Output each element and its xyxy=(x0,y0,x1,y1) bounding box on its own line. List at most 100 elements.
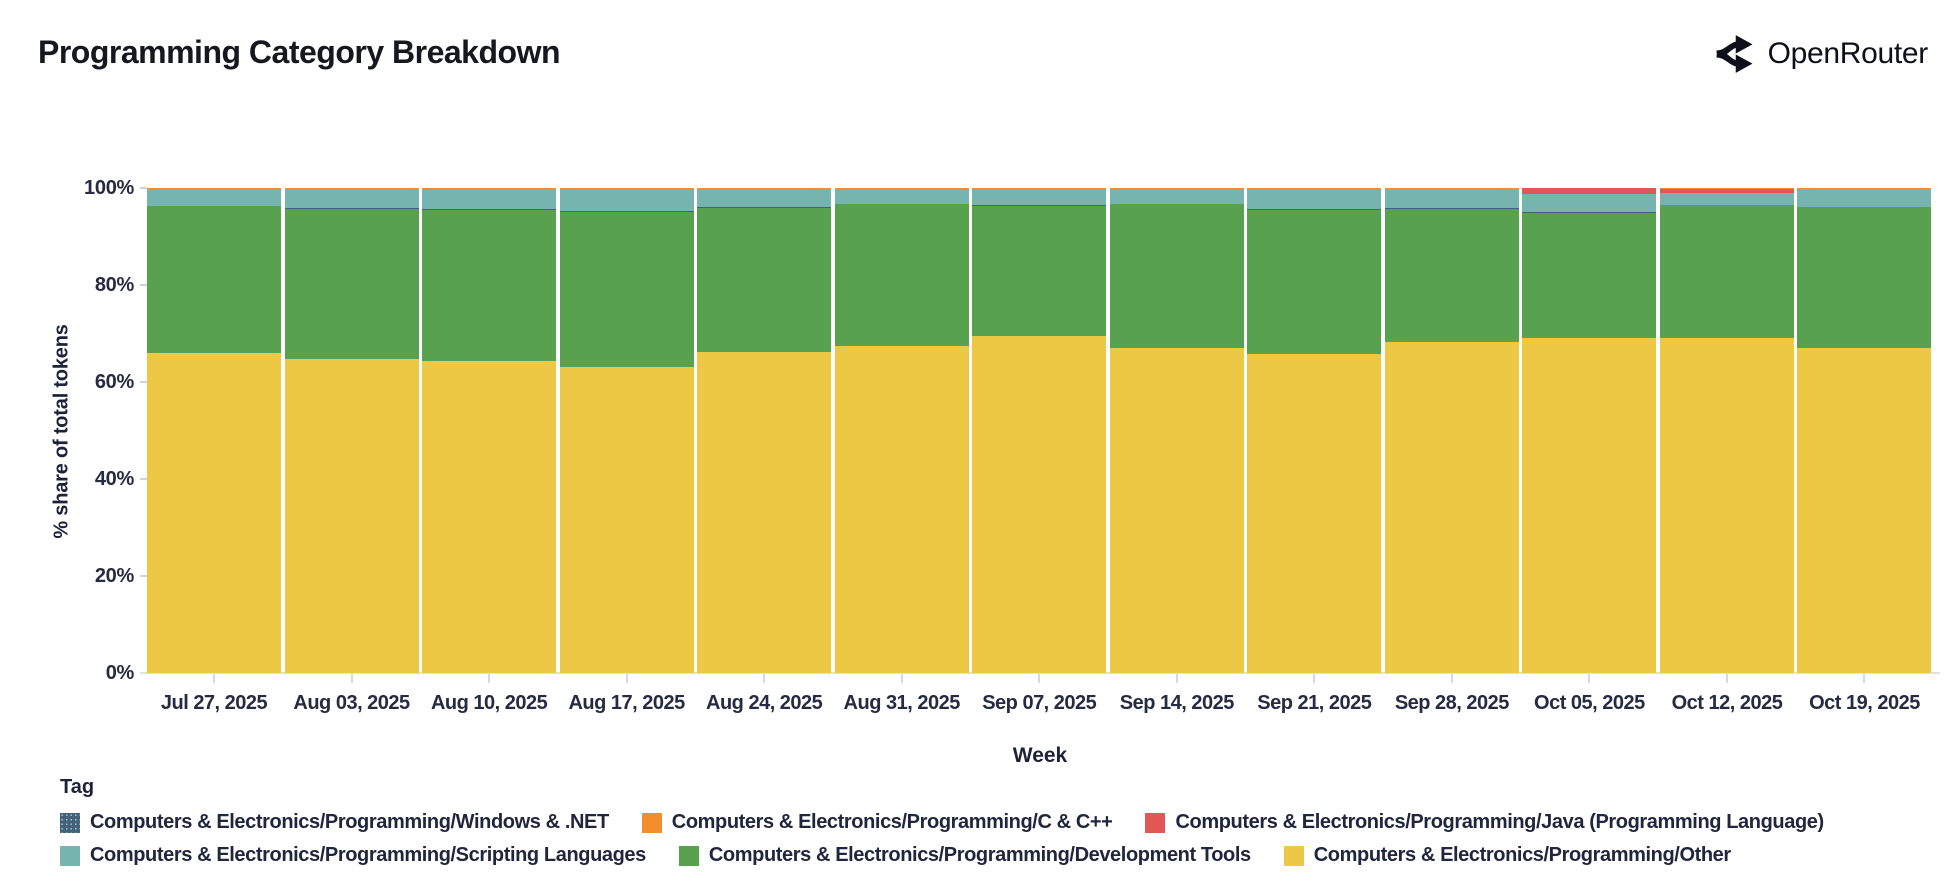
stacked-bar-sep-14-2025[interactable] xyxy=(1109,188,1244,673)
bar-segment[interactable] xyxy=(972,336,1107,673)
bar-segment[interactable] xyxy=(147,189,282,206)
y-tick-label: 100% xyxy=(84,177,134,199)
bar-segment[interactable] xyxy=(1247,188,1382,190)
bar-segment[interactable] xyxy=(147,206,282,353)
legend-swatch-icon xyxy=(60,812,80,833)
x-tick-label: Oct 19, 2025 xyxy=(1809,692,1920,714)
bar-segment[interactable] xyxy=(284,189,419,209)
bar-segment[interactable] xyxy=(1109,204,1244,348)
bar-segment[interactable] xyxy=(834,204,969,346)
bar-segment[interactable] xyxy=(1659,338,1794,673)
bar-segment[interactable] xyxy=(422,209,557,362)
bar-segment[interactable] xyxy=(284,208,419,359)
legend-item[interactable]: Computers & Electronics/Programming/Othe… xyxy=(1283,844,1731,867)
stacked-bar-aug-17-2025[interactable] xyxy=(559,188,694,673)
bar-segment[interactable] xyxy=(1109,189,1244,204)
x-tick-mark xyxy=(1038,674,1041,683)
bar-segment[interactable] xyxy=(697,188,832,190)
stacked-bar-oct-05-2025[interactable] xyxy=(1522,188,1657,673)
x-tick-mark xyxy=(350,674,353,683)
x-axis-line xyxy=(140,672,1940,674)
y-axis-title: % share of total tokens xyxy=(50,324,73,539)
bar-segment[interactable] xyxy=(1659,205,1794,339)
bar-segment[interactable] xyxy=(422,361,557,673)
y-tick-mark xyxy=(140,478,147,480)
stacked-bar-oct-12-2025[interactable] xyxy=(1659,188,1794,673)
bar-segment[interactable] xyxy=(1109,347,1244,673)
bar-segment[interactable] xyxy=(1247,189,1382,210)
y-tick-mark xyxy=(140,381,147,383)
x-tick-mark xyxy=(1588,674,1591,683)
legend-item[interactable]: Computers & Electronics/Programming/Java… xyxy=(1145,811,1824,834)
x-tick-mark xyxy=(1313,674,1316,683)
bar-segment[interactable] xyxy=(1659,188,1794,193)
bar-segment[interactable] xyxy=(1797,189,1932,207)
bar-segment[interactable] xyxy=(559,189,694,212)
bar-segment[interactable] xyxy=(1247,209,1382,355)
bar-segment[interactable] xyxy=(1384,208,1519,343)
bar-segment[interactable] xyxy=(972,205,1107,337)
legend-swatch-icon xyxy=(678,845,699,866)
legend-item[interactable]: Computers & Electronics/Programming/Wind… xyxy=(60,811,609,834)
bar-segment[interactable] xyxy=(284,188,419,190)
bar-segment[interactable] xyxy=(422,189,557,210)
bar-segment[interactable] xyxy=(834,188,969,190)
bar-segment[interactable] xyxy=(697,352,832,673)
y-tick-label: 40% xyxy=(94,468,134,490)
legend-swatch-icon xyxy=(60,845,80,866)
bar-segment[interactable] xyxy=(1384,188,1519,190)
bar-segment[interactable] xyxy=(972,188,1107,190)
bar-segment[interactable] xyxy=(1522,188,1657,195)
bar-segment[interactable] xyxy=(147,188,282,190)
bar-segment[interactable] xyxy=(1384,189,1519,209)
bar-segment[interactable] xyxy=(1384,342,1519,673)
bar-segment[interactable] xyxy=(1247,354,1382,673)
x-tick-label: Sep 14, 2025 xyxy=(1119,692,1235,714)
x-tick-mark xyxy=(1725,674,1728,683)
bar-segment[interactable] xyxy=(1659,192,1794,205)
bar-segment[interactable] xyxy=(834,345,969,673)
bar-segment[interactable] xyxy=(147,352,282,673)
stacked-bar-oct-19-2025[interactable] xyxy=(1797,188,1932,673)
legend-row-2: Computers & Electronics/Programming/Scri… xyxy=(60,844,1824,867)
bar-segment[interactable] xyxy=(1109,188,1244,190)
page-title: Programming Category Breakdown xyxy=(38,34,561,70)
openrouter-brand[interactable]: OpenRouter xyxy=(1712,32,1928,76)
stacked-bar-aug-24-2025[interactable] xyxy=(697,188,832,673)
x-tick-mark xyxy=(900,674,903,683)
bar-segment[interactable] xyxy=(1659,188,1794,189)
legend-label: Computers & Electronics/Programming/Wind… xyxy=(90,811,609,833)
stacked-bar-aug-31-2025[interactable] xyxy=(834,188,969,673)
bar-segment[interactable] xyxy=(559,188,694,190)
bar-segment[interactable] xyxy=(1797,348,1932,673)
bar-segment[interactable] xyxy=(1797,207,1932,349)
x-tick-mark xyxy=(213,674,216,683)
legend-item[interactable]: Computers & Electronics/Programming/Scri… xyxy=(60,844,646,867)
legend-swatch-icon xyxy=(1145,812,1166,833)
bar-segment[interactable] xyxy=(1522,337,1657,673)
legend-item[interactable]: Computers & Electronics/Programming/C & … xyxy=(641,811,1113,834)
bar-segment[interactable] xyxy=(697,189,832,208)
stacked-bar-sep-21-2025[interactable] xyxy=(1247,188,1382,673)
legend-item[interactable]: Computers & Electronics/Programming/Deve… xyxy=(678,844,1251,867)
x-tick-label: Sep 07, 2025 xyxy=(982,692,1097,714)
stacked-bar-jul-27-2025[interactable] xyxy=(147,188,282,673)
bar-segment[interactable] xyxy=(697,207,832,353)
stacked-bar-aug-10-2025[interactable] xyxy=(422,188,557,673)
bar-segment[interactable] xyxy=(1522,194,1657,213)
stacked-bar-sep-07-2025[interactable] xyxy=(972,188,1107,673)
openrouter-logo-icon xyxy=(1712,32,1756,76)
bar-segment[interactable] xyxy=(1522,212,1657,338)
bar-segment[interactable] xyxy=(972,189,1107,206)
stacked-bar-aug-03-2025[interactable] xyxy=(284,188,419,673)
bar-segment[interactable] xyxy=(422,188,557,190)
x-tick-label: Oct 12, 2025 xyxy=(1671,692,1783,714)
bar-segment[interactable] xyxy=(834,189,969,204)
bar-segment[interactable] xyxy=(284,358,419,673)
stacked-bar-sep-28-2025[interactable] xyxy=(1384,188,1519,673)
bar-segment[interactable] xyxy=(1797,188,1932,190)
bar-segment[interactable] xyxy=(559,211,694,367)
stacked-bar-plot xyxy=(147,188,1935,673)
bar-segment[interactable] xyxy=(559,366,694,673)
